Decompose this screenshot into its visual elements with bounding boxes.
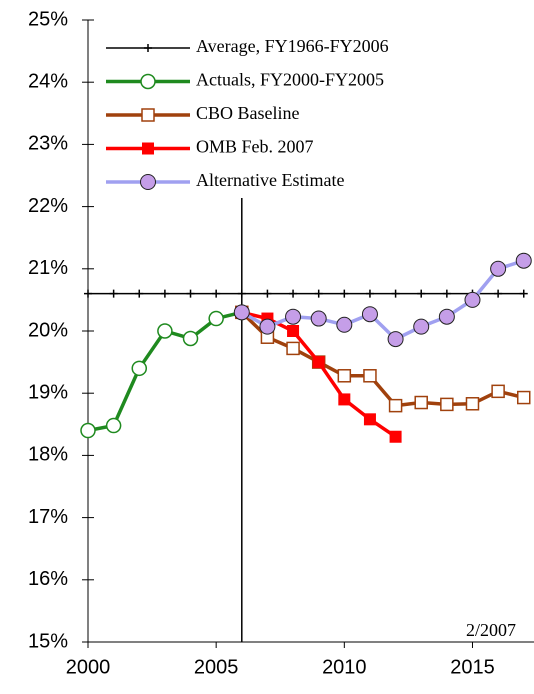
legend-marker bbox=[141, 108, 155, 122]
legend-label: CBO Baseline bbox=[196, 103, 300, 123]
marker bbox=[237, 289, 246, 298]
marker bbox=[417, 289, 426, 298]
marker bbox=[363, 369, 377, 383]
y-tick-label: 22% bbox=[28, 195, 68, 217]
marker bbox=[338, 393, 351, 406]
marker bbox=[519, 289, 528, 298]
marker bbox=[365, 289, 374, 298]
marker bbox=[286, 341, 300, 356]
marker bbox=[289, 289, 298, 298]
marker bbox=[131, 360, 148, 377]
marker bbox=[337, 369, 352, 383]
y-tick-label: 15% bbox=[28, 630, 68, 652]
legend-marker bbox=[140, 174, 156, 190]
marker bbox=[414, 395, 428, 410]
marker bbox=[340, 289, 349, 298]
marker bbox=[287, 325, 300, 337]
x-tick-label: 2010 bbox=[322, 656, 367, 678]
marker bbox=[465, 397, 480, 411]
marker bbox=[388, 398, 403, 413]
marker bbox=[361, 306, 378, 323]
legend-marker bbox=[144, 44, 152, 52]
y-tick-label: 16% bbox=[28, 568, 68, 590]
marker bbox=[212, 289, 221, 298]
marker bbox=[440, 397, 454, 412]
y-tick-label: 18% bbox=[28, 444, 68, 466]
marker bbox=[494, 289, 503, 298]
marker bbox=[285, 308, 302, 325]
marker bbox=[263, 289, 272, 298]
marker bbox=[157, 323, 173, 339]
marker bbox=[515, 252, 532, 269]
marker bbox=[491, 384, 505, 399]
marker bbox=[233, 304, 250, 321]
x-tick-label: 2005 bbox=[194, 656, 239, 678]
marker bbox=[314, 289, 323, 298]
annotation: 2/2007 bbox=[466, 620, 516, 640]
y-tick-label: 20% bbox=[28, 319, 68, 341]
x-tick-label: 2015 bbox=[450, 656, 495, 678]
marker bbox=[109, 289, 118, 298]
y-tick-label: 24% bbox=[28, 70, 68, 92]
marker bbox=[105, 417, 122, 434]
y-tick-label: 25% bbox=[28, 8, 68, 30]
marker bbox=[464, 291, 481, 308]
marker bbox=[80, 422, 96, 439]
legend-marker bbox=[142, 142, 154, 155]
marker bbox=[490, 260, 507, 277]
marker bbox=[310, 310, 327, 327]
marker bbox=[442, 289, 451, 298]
marker bbox=[389, 430, 402, 443]
marker bbox=[516, 390, 531, 405]
y-tick-label: 19% bbox=[28, 381, 68, 403]
marker bbox=[135, 289, 144, 298]
marker bbox=[336, 316, 353, 333]
marker bbox=[391, 289, 400, 298]
legend-label: Actuals, FY2000-FY2005 bbox=[196, 70, 384, 90]
marker bbox=[182, 330, 199, 347]
legend-label: Alternative Estimate bbox=[196, 170, 344, 190]
marker bbox=[208, 310, 224, 327]
marker bbox=[312, 356, 325, 369]
marker bbox=[84, 289, 92, 298]
marker bbox=[160, 289, 169, 298]
marker bbox=[438, 308, 455, 325]
marker bbox=[387, 331, 404, 348]
legend-label: OMB Feb. 2007 bbox=[196, 137, 314, 157]
marker bbox=[186, 289, 195, 298]
y-tick-label: 17% bbox=[28, 506, 68, 528]
marker bbox=[413, 318, 430, 335]
marker bbox=[363, 413, 376, 426]
marker bbox=[259, 318, 276, 335]
y-tick-label: 21% bbox=[28, 257, 68, 279]
y-tick-label: 23% bbox=[28, 133, 68, 155]
legend-marker bbox=[140, 73, 156, 90]
legend-label: Average, FY1966-FY2006 bbox=[196, 36, 389, 56]
x-tick-label: 2000 bbox=[66, 656, 111, 678]
